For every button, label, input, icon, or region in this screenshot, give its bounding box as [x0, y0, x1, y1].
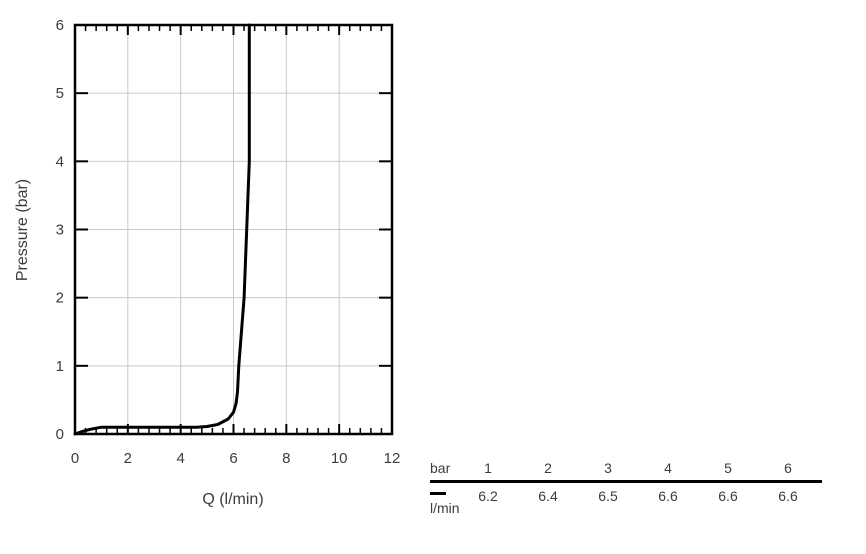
flow-legend-cell: l/min	[430, 489, 460, 516]
x-axis-title: Q (l/min)	[202, 491, 263, 508]
flow-rate-table: bar 1 2 3 4 5 6 l/min 6.2 6.4 6.5 6.6 6.6 6.6	[430, 461, 824, 515]
y-tick-label: 0	[56, 426, 64, 443]
x-tick-label: 4	[176, 450, 184, 467]
flow-value: 6.2	[478, 488, 498, 504]
x-tick-label: 2	[124, 450, 132, 467]
flow-value: 6.4	[538, 488, 558, 504]
x-tick-label: 10	[331, 450, 348, 467]
flow-unit-label: l/min	[430, 500, 460, 516]
y-tick-label: 1	[56, 358, 64, 375]
flow-value: 6.5	[598, 488, 618, 504]
x-tick-label: 12	[384, 450, 401, 467]
pressure-flow-chart: 0 2 4 6 8 10 12 0 1 2 3 4 5 6 Q (l/min) Pressure (bar…	[14, 17, 401, 508]
pressure-value: 4	[664, 460, 672, 476]
flow-table-value-row: l/min 6.2 6.4 6.5 6.6 6.6 6.6	[430, 483, 824, 515]
flow-value: 6.6	[778, 488, 798, 504]
y-tick-label: 5	[56, 85, 64, 102]
pressure-curve	[73, 23, 251, 436]
pressure-value: 2	[544, 460, 552, 476]
y-tick-label: 3	[56, 222, 64, 239]
pressure-value: 3	[604, 460, 612, 476]
x-tick-label: 0	[71, 450, 79, 467]
pressure-unit-label: bar	[430, 460, 451, 476]
x-tick-label: 6	[229, 450, 237, 467]
pressure-value: 1	[484, 460, 492, 476]
y-tick-label: 2	[56, 290, 64, 307]
flow-value: 6.6	[658, 488, 678, 504]
flow-value: 6.6	[718, 488, 738, 504]
curve-legend-swatch	[430, 492, 446, 495]
pressure-value: 5	[724, 460, 732, 476]
x-tick-label: 8	[282, 450, 290, 467]
y-tick-label: 4	[56, 153, 64, 170]
table-divider	[430, 480, 822, 483]
y-tick-label: 6	[56, 17, 64, 34]
pressure-value: 6	[784, 460, 792, 476]
y-axis-title: Pressure (bar)	[14, 179, 31, 281]
flow-table-header-row: bar 1 2 3 4 5 6	[430, 461, 824, 480]
plot-border	[73, 23, 394, 436]
